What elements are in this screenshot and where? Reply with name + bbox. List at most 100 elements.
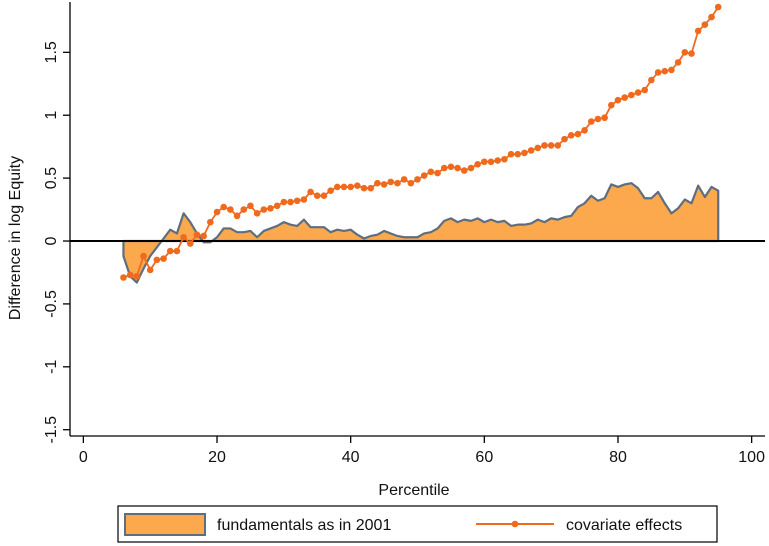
x-tick-label: 60 xyxy=(475,449,493,466)
covariate-point xyxy=(454,164,461,172)
plot-area xyxy=(70,3,765,284)
covariate-point xyxy=(521,149,528,157)
covariate-point xyxy=(334,183,341,191)
y-tick-label: -1.5 xyxy=(43,416,60,444)
covariate-point xyxy=(668,66,675,74)
covariate-point xyxy=(260,206,268,213)
covariate-point xyxy=(681,49,689,56)
covariate-point xyxy=(354,182,361,189)
covariate-point xyxy=(280,198,288,206)
covariate-point xyxy=(574,130,582,138)
covariate-point xyxy=(253,210,261,217)
covariate-point xyxy=(273,202,281,210)
covariate-point xyxy=(307,188,314,196)
x-tick-label: 0 xyxy=(79,449,88,466)
covariate-point xyxy=(440,164,448,172)
covariate-point xyxy=(534,144,542,152)
covariate-point xyxy=(427,168,435,176)
covariate-point xyxy=(193,231,201,239)
legend-label-line: covariate effects xyxy=(566,517,682,534)
covariate-point xyxy=(367,184,375,192)
covariate-point xyxy=(674,59,682,66)
covariate-point xyxy=(714,3,722,11)
y-tick-label: 1 xyxy=(43,111,60,120)
covariate-point xyxy=(708,13,715,21)
covariate-point xyxy=(648,76,655,84)
covariate-point xyxy=(247,202,254,210)
covariate-point xyxy=(541,142,548,149)
covariate-point xyxy=(594,115,602,123)
covariate-point xyxy=(527,147,535,154)
legend-label-area: fundamentals as in 2001 xyxy=(217,517,391,534)
covariate-point xyxy=(153,256,161,264)
covariate-point xyxy=(494,157,501,164)
covariate-point xyxy=(293,197,301,205)
covariate-point xyxy=(561,135,568,143)
covariate-point xyxy=(460,167,468,174)
covariate-point xyxy=(587,118,595,125)
covariate-point xyxy=(507,150,515,158)
covariate-point xyxy=(313,192,321,200)
x-tick-label: 40 xyxy=(342,449,360,466)
covariate-point xyxy=(628,91,635,99)
covariate-point xyxy=(166,247,174,255)
legend-box xyxy=(117,505,718,543)
x-axis-label: Percentile xyxy=(378,482,449,499)
covariate-point xyxy=(567,132,575,139)
covariate-point xyxy=(140,252,147,260)
y-tick-label: -1 xyxy=(43,360,60,374)
covariate-point xyxy=(347,183,354,191)
covariate-point xyxy=(481,158,488,166)
covariate-point xyxy=(654,69,662,76)
y-tick-label: 1.5 xyxy=(43,41,60,63)
y-tick-label: 0 xyxy=(43,236,60,245)
covariate-point xyxy=(434,169,441,177)
covariate-point xyxy=(227,206,234,213)
covariate-point xyxy=(200,232,207,240)
covariate-point xyxy=(133,272,141,280)
covariate-point xyxy=(514,150,522,158)
covariate-point xyxy=(146,266,154,274)
covariate-point xyxy=(554,142,562,149)
covariate-point xyxy=(207,218,214,226)
covariate-point xyxy=(320,192,328,200)
covariate-point xyxy=(126,271,134,279)
covariate-point xyxy=(120,274,127,281)
covariate-point xyxy=(501,155,508,163)
covariate-point xyxy=(601,114,608,122)
covariate-points xyxy=(120,3,722,281)
covariate-point xyxy=(267,205,274,212)
covariate-point xyxy=(420,172,428,179)
covariate-point xyxy=(387,178,395,186)
y-tick-label: 0.5 xyxy=(43,167,60,189)
covariate-point xyxy=(233,212,241,220)
covariate-point xyxy=(634,89,642,96)
legend: fundamentals as in 2001 covariate effect… xyxy=(117,505,718,543)
covariate-point xyxy=(394,179,401,187)
covariate-point xyxy=(180,233,187,241)
covariate-point xyxy=(380,181,388,188)
covariate-point xyxy=(220,203,228,211)
x-tick-label: 20 xyxy=(208,449,226,466)
covariate-point xyxy=(621,94,628,101)
covariate-point xyxy=(701,21,709,28)
covariate-point xyxy=(213,208,221,216)
covariate-point xyxy=(641,86,649,94)
covariate-point xyxy=(173,247,181,255)
covariate-point xyxy=(287,198,294,206)
area-fundamentals-as-in-2001 xyxy=(122,182,720,284)
y-axis-label: Difference in log Equity xyxy=(7,156,24,320)
covariate-point xyxy=(487,158,495,166)
covariate-point xyxy=(694,27,702,35)
covariate-point xyxy=(300,196,308,203)
legend-swatch-area xyxy=(124,513,206,536)
covariate-point xyxy=(467,164,475,172)
y-tick-label: -0.5 xyxy=(43,290,60,318)
covariate-point xyxy=(160,255,167,262)
x-tick-label: 100 xyxy=(738,449,765,466)
covariate-point xyxy=(374,179,381,187)
x-tick-label: 80 xyxy=(609,449,627,466)
covariate-point xyxy=(327,187,334,194)
covariate-point xyxy=(447,163,455,171)
